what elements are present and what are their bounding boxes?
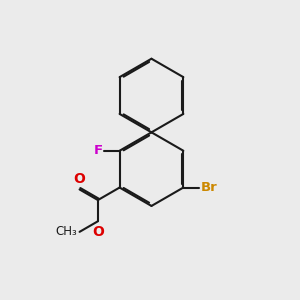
Text: CH₃: CH₃ xyxy=(56,225,77,239)
Text: O: O xyxy=(92,225,104,239)
Text: F: F xyxy=(93,144,103,157)
Text: Br: Br xyxy=(200,181,217,194)
Text: O: O xyxy=(74,172,86,186)
